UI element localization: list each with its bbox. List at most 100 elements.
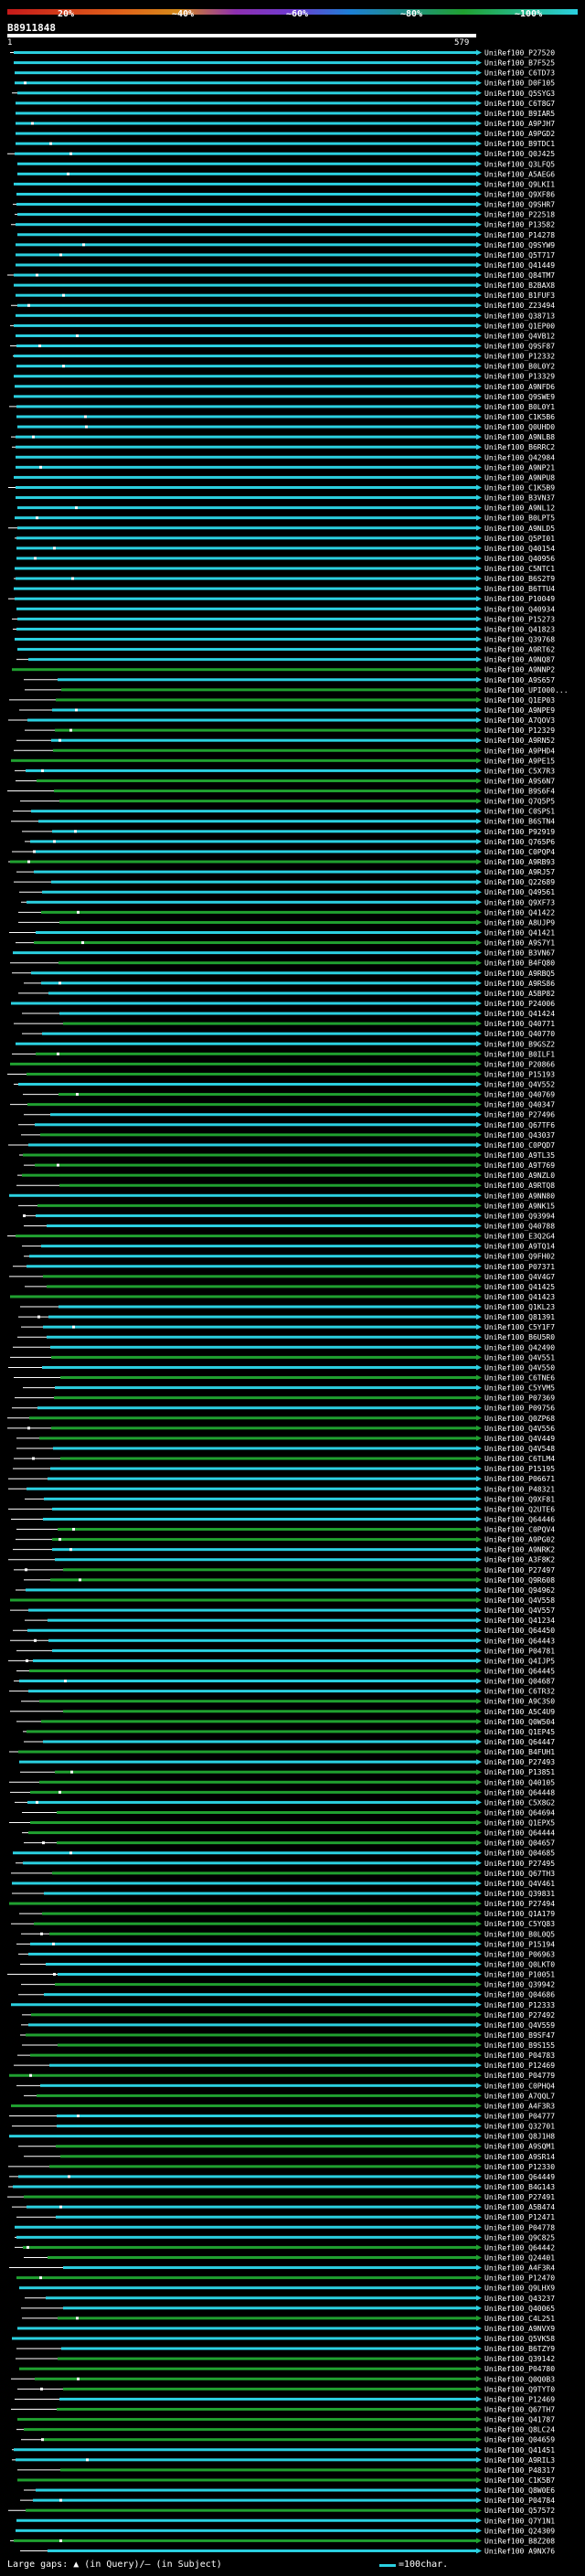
hit-row[interactable]: UniRef100_C1K5B6	[16, 413, 555, 421]
hit-row[interactable]: UniRef100_A5AEG6	[17, 170, 555, 178]
hit-row[interactable]: UniRef100_P04784	[20, 2496, 555, 2505]
hit-id-label[interactable]: UniRef100_A3F8K2	[484, 1556, 555, 1564]
hit-row[interactable]: UniRef100_P12470	[16, 2274, 555, 2283]
hit-id-label[interactable]: UniRef100_Q4V548	[484, 1445, 555, 1453]
hit-row[interactable]: UniRef100_Q9R608	[24, 1576, 555, 1585]
hit-row[interactable]: UniRef100_Q42984	[16, 453, 555, 461]
hit-id-label[interactable]: UniRef100_Q64450	[484, 1627, 555, 1635]
hit-row[interactable]: UniRef100_A9NN80	[9, 1192, 555, 1200]
hit-row[interactable]: UniRef100_P15193	[7, 1070, 555, 1078]
hit-id-label[interactable]: UniRef100_P20866	[484, 1060, 555, 1068]
hit-id-label[interactable]: UniRef100_A7QQL7	[484, 2092, 555, 2100]
hit-row[interactable]: UniRef100_B2BAX8	[14, 281, 555, 290]
hit-id-label[interactable]: UniRef100_Q9FH02	[484, 1253, 555, 1261]
hit-row[interactable]: UniRef100_A7QOV3	[8, 716, 555, 725]
hit-id-label[interactable]: UniRef100_C5YVM5	[484, 1384, 555, 1393]
hit-id-label[interactable]: UniRef100_C0SPS1	[484, 808, 555, 816]
hit-id-label[interactable]: UniRef100_A9RB93	[484, 858, 555, 866]
hit-row[interactable]: UniRef100_B6TTU4	[14, 585, 555, 593]
hit-id-label[interactable]: UniRef100_A9RS86	[484, 980, 555, 988]
hit-row[interactable]: UniRef100_P04778	[15, 2223, 555, 2231]
hit-id-label[interactable]: UniRef100_P04777	[484, 2113, 555, 2121]
hit-id-label[interactable]: UniRef100_P07371	[484, 1263, 555, 1271]
hit-row[interactable]: UniRef100_A9PJH7	[16, 120, 555, 128]
hit-row[interactable]: UniRef100_B4FQ80	[10, 959, 555, 968]
hit-row[interactable]: UniRef100_P24006	[11, 1000, 555, 1008]
hit-row[interactable]: UniRef100_P07371	[13, 1263, 555, 1271]
hit-row[interactable]: UniRef100_Q22689	[14, 878, 555, 886]
hit-id-label[interactable]: UniRef100_A5B474	[484, 2203, 555, 2211]
hit-id-label[interactable]: UniRef100_Q64449	[484, 2173, 555, 2181]
hit-id-label[interactable]: UniRef100_Q41823	[484, 625, 555, 633]
hit-row[interactable]: UniRef100_UPI000...	[25, 686, 569, 694]
hit-row[interactable]: UniRef100_A5B474	[12, 2203, 555, 2211]
hit-id-label[interactable]: UniRef100_Q40154	[484, 545, 555, 553]
hit-id-label[interactable]: UniRef100_P15193	[484, 1070, 555, 1078]
hit-row[interactable]: UniRef100_P04779	[9, 2072, 555, 2080]
hit-id-label[interactable]: UniRef100_Q9XF81	[484, 1495, 555, 1503]
hit-id-label[interactable]: UniRef100_C6TR32	[484, 1688, 555, 1696]
hit-row[interactable]: UniRef100_P13329	[14, 373, 555, 381]
hit-id-label[interactable]: UniRef100_Q64443	[484, 1637, 555, 1645]
hit-row[interactable]: UniRef100_B9S155	[22, 2041, 555, 2050]
hit-id-label[interactable]: UniRef100_Q64442	[484, 2243, 555, 2252]
hit-row[interactable]: UniRef100_P48317	[17, 2466, 555, 2475]
hit-row[interactable]: UniRef100_Q64443	[10, 1637, 555, 1645]
hit-id-label[interactable]: UniRef100_A9NPE9	[484, 706, 555, 715]
hit-id-label[interactable]: UniRef100_A5C4U9	[484, 1708, 555, 1716]
hit-id-label[interactable]: UniRef100_A9NPU8	[484, 473, 555, 482]
hit-row[interactable]: UniRef100_Q5PI01	[15, 535, 555, 543]
hit-id-label[interactable]: UniRef100_Q67TH7	[484, 2406, 555, 2414]
hit-id-label[interactable]: UniRef100_P04783	[484, 2051, 555, 2060]
hit-row[interactable]: UniRef100_P04780	[19, 2365, 555, 2373]
hit-id-label[interactable]: UniRef100_P27496	[484, 1111, 555, 1119]
hit-id-label[interactable]: UniRef100_B6U5R0	[484, 1333, 555, 1341]
hit-row[interactable]: UniRef100_Q5VK58	[12, 2335, 555, 2343]
hit-id-label[interactable]: UniRef100_P13329	[484, 373, 555, 381]
hit-row[interactable]: UniRef100_P10049	[8, 595, 555, 603]
hit-id-label[interactable]: UniRef100_Q22689	[484, 878, 555, 886]
hit-id-label[interactable]: UniRef100_Q4V461	[484, 1880, 555, 1888]
hit-id-label[interactable]: UniRef100_Q40769	[484, 1091, 555, 1099]
hit-id-label[interactable]: UniRef100_B8Z208	[484, 2537, 555, 2545]
hit-row[interactable]: UniRef100_P27492	[22, 2011, 555, 2019]
hit-id-label[interactable]: UniRef100_C0PQP4	[484, 848, 555, 856]
hit-row[interactable]: UniRef100_P06963	[18, 1950, 555, 1958]
hit-row[interactable]: UniRef100_D0F105	[15, 80, 555, 88]
hit-row[interactable]: UniRef100_P27493	[19, 1758, 555, 1766]
hit-row[interactable]: UniRef100_A5BP82	[18, 990, 555, 998]
hit-id-label[interactable]: UniRef100_Q39942	[484, 1981, 555, 1989]
hit-row[interactable]: UniRef100_C0PQD7	[8, 1141, 555, 1150]
hit-row[interactable]: UniRef100_Q9XF81	[25, 1495, 555, 1503]
hit-id-label[interactable]: UniRef100_A9RT62	[484, 646, 555, 654]
hit-row[interactable]: UniRef100_A9NP21	[16, 463, 555, 472]
hit-row[interactable]: UniRef100_Q4V449	[16, 1435, 555, 1443]
hit-row[interactable]: UniRef100_A9S6N7	[16, 777, 555, 785]
hit-id-label[interactable]: UniRef100_Q0Q0B3	[484, 2375, 555, 2383]
hit-row[interactable]: UniRef100_Q9C825	[15, 2233, 555, 2242]
hit-row[interactable]: UniRef100_Q94962	[16, 1586, 555, 1595]
hit-row[interactable]: UniRef100_Q67TH3	[11, 1870, 555, 1878]
hit-id-label[interactable]: UniRef100_B2BAX8	[484, 281, 555, 290]
hit-row[interactable]: UniRef100_B4FUH1	[9, 1748, 555, 1756]
hit-id-label[interactable]: UniRef100_P06963	[484, 1950, 555, 1958]
hit-id-label[interactable]: UniRef100_P07369	[484, 1394, 555, 1403]
hit-row[interactable]: UniRef100_Q41787	[17, 2416, 555, 2424]
hit-id-label[interactable]: UniRef100_Q5VK58	[484, 2335, 555, 2343]
hit-id-label[interactable]: UniRef100_Q5T717	[484, 251, 555, 260]
hit-row[interactable]: UniRef100_P27520	[10, 49, 555, 58]
hit-id-label[interactable]: UniRef100_C0PQD7	[484, 1141, 555, 1150]
hit-row[interactable]: UniRef100_Q0W504	[16, 1718, 555, 1726]
hit-row[interactable]: UniRef100_A9NK15	[18, 1202, 555, 1210]
hit-row[interactable]: UniRef100_Q32701	[12, 2123, 555, 2131]
hit-row[interactable]: UniRef100_P04777	[9, 2113, 555, 2121]
hit-id-label[interactable]: UniRef100_Q40934	[484, 605, 555, 613]
hit-row[interactable]: UniRef100_C0SPS1	[13, 808, 555, 816]
hit-id-label[interactable]: UniRef100_Q9SWE9	[484, 393, 555, 401]
hit-id-label[interactable]: UniRef100_B6TZY9	[484, 2345, 555, 2353]
hit-id-label[interactable]: UniRef100_Q8J1H8	[484, 2133, 555, 2141]
hit-row[interactable]: UniRef100_Q4V556	[7, 1425, 555, 1433]
hit-id-label[interactable]: UniRef100_Q4V559	[484, 2021, 555, 2030]
hit-id-label[interactable]: UniRef100_B0LPT5	[484, 514, 555, 523]
hit-id-label[interactable]: UniRef100_Q40065	[484, 2305, 555, 2313]
